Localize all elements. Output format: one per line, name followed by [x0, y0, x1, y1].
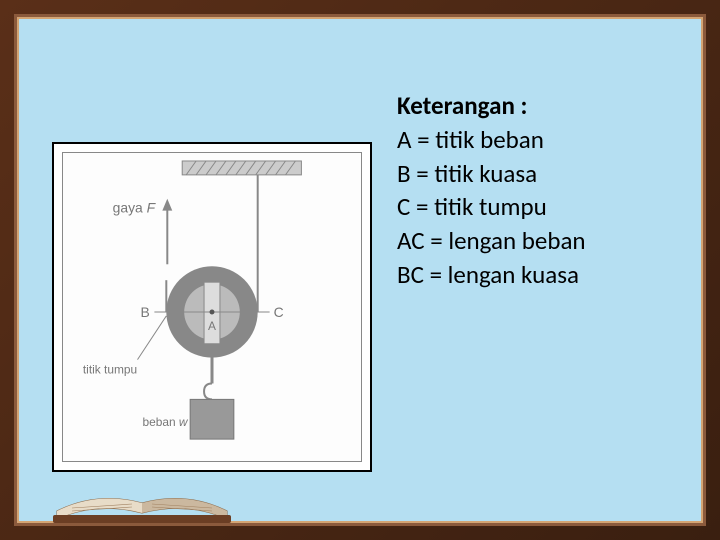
force-arrow-icon — [162, 199, 172, 265]
pulley-diagram-inner: gaya F B A C titik tumpu beban w — [62, 152, 362, 462]
legend-line: C = titik tumpu — [397, 190, 586, 224]
legend-line: B = titik kuasa — [397, 157, 586, 191]
ceiling-icon — [182, 161, 301, 175]
legend-title: Keterangan : — [397, 89, 586, 123]
label-c: C — [274, 304, 284, 320]
legend-line: AC = lengan beban — [397, 224, 586, 258]
fulcrum-pointer — [138, 316, 167, 360]
hook-icon — [204, 383, 212, 399]
point-a-dot — [210, 309, 215, 314]
slide-outer-frame: gaya F B A C titik tumpu beban w Keteran… — [0, 0, 720, 540]
legend-block: Keterangan : A = titik beban B = titik k… — [397, 89, 586, 292]
pulley-diagram-box: gaya F B A C titik tumpu beban w — [52, 142, 372, 472]
load-box-icon — [190, 399, 234, 439]
fulcrum-label: titik tumpu — [83, 363, 137, 377]
legend-line: BC = lengan kuasa — [397, 258, 586, 292]
force-label: gaya F — [113, 200, 157, 216]
label-a: A — [208, 319, 216, 333]
legend-line: A = titik beban — [397, 123, 586, 157]
pulley-diagram-svg: gaya F B A C titik tumpu beban w — [63, 153, 361, 461]
book-decoration-icon — [47, 461, 237, 531]
load-label: beban w — [142, 415, 188, 429]
slide-panel: gaya F B A C titik tumpu beban w Keteran… — [14, 14, 706, 526]
content-area: gaya F B A C titik tumpu beban w Keteran… — [37, 37, 683, 503]
label-b: B — [140, 304, 149, 320]
